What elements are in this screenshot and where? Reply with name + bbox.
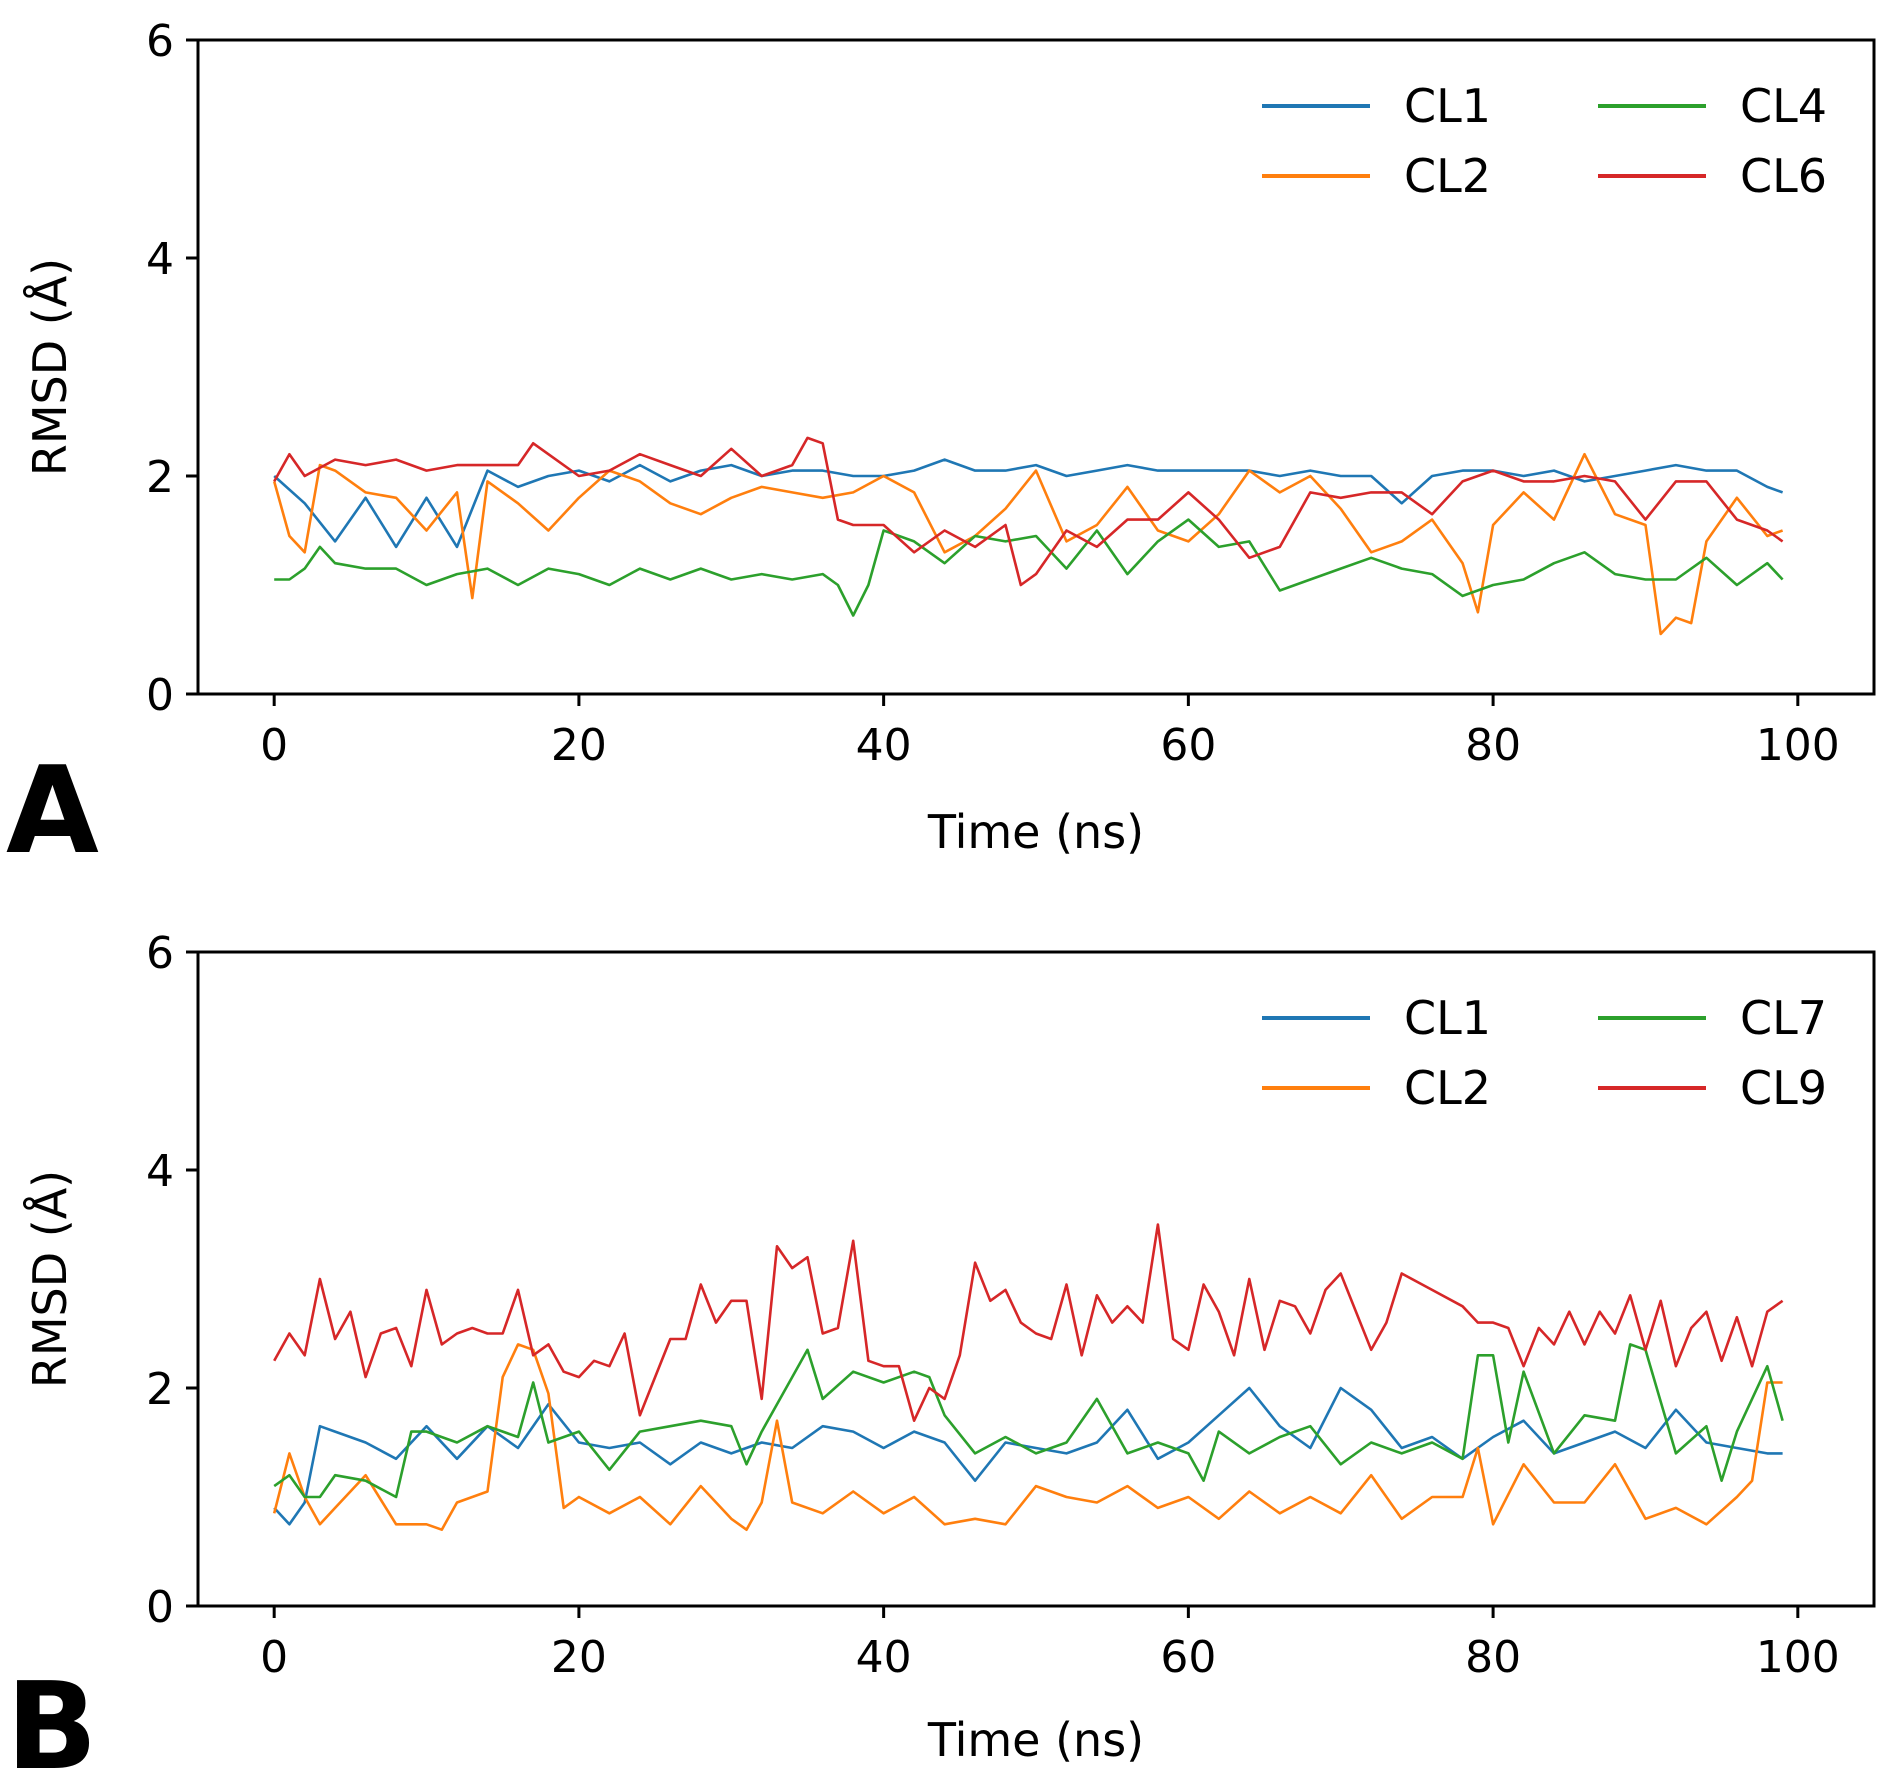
x-tick-label: 100 [1756, 1632, 1840, 1683]
x-axis-ticks: 0 20 40 60 80 100 [260, 1606, 1840, 1683]
legend-label-cl1: CL1 [1404, 991, 1491, 1045]
series-layer [272, 1223, 1784, 1531]
y-tick-label: 0 [146, 1582, 174, 1633]
x-tick-label: 100 [1756, 720, 1840, 771]
series-line-cl6 [273, 436, 1784, 587]
legend-label-cl1: CL1 [1404, 79, 1491, 133]
y-tick-label: 6 [146, 928, 174, 979]
y-tick-label: 4 [146, 234, 174, 285]
legend-label-cl6: CL6 [1740, 149, 1827, 203]
x-tick-label: 40 [856, 1632, 912, 1683]
series-line-cl7 [273, 1343, 1784, 1499]
x-tick-label: 0 [260, 720, 288, 771]
y-axis-ticks: 0 2 4 6 [146, 16, 198, 721]
x-tick-label: 40 [856, 720, 912, 771]
series-line-cl4 [274, 518, 1784, 617]
x-tick-label: 80 [1465, 720, 1521, 771]
legend-label-cl4: CL4 [1740, 79, 1827, 133]
y-axis-label: RMSD (Å) [23, 258, 77, 476]
x-tick-label: 80 [1465, 1632, 1521, 1683]
y-tick-label: 2 [146, 1364, 174, 1415]
x-tick-label: 0 [260, 1632, 288, 1683]
panel-label: A [6, 742, 99, 881]
series-layer [272, 436, 1784, 636]
y-tick-label: 4 [146, 1146, 174, 1197]
legend-label-cl2: CL2 [1404, 149, 1491, 203]
x-axis-ticks: 0 20 40 60 80 100 [260, 694, 1840, 771]
x-tick-label: 60 [1160, 1632, 1216, 1683]
series-line-cl9 [273, 1223, 1784, 1422]
series-line-cl1 [273, 458, 1784, 549]
x-tick-label: 60 [1160, 720, 1216, 771]
x-axis-label: Time (ns) [927, 1713, 1144, 1767]
series-line-cl2 [272, 1343, 1783, 1531]
legend-label-cl2: CL2 [1404, 1061, 1491, 1115]
x-tick-label: 20 [551, 1632, 607, 1683]
x-tick-label: 20 [551, 720, 607, 771]
panel-a-chart: 0 20 40 60 80 100 0 2 4 6 Time (ns) RMSD (Å) A C… [6, 16, 1876, 881]
legend-label-cl7: CL7 [1740, 991, 1827, 1045]
series-line-cl2 [272, 452, 1784, 636]
y-axis-label: RMSD (Å) [23, 1170, 77, 1388]
panel-label: B [6, 1658, 97, 1790]
panel-b-chart: 0 20 40 60 80 100 0 2 4 6 Time (ns) RMSD (Å) B C… [6, 928, 1876, 1790]
y-tick-label: 0 [146, 670, 174, 721]
series-line-cl1 [273, 1386, 1783, 1526]
legend: CL1 CL2 CL7 CL9 [1262, 991, 1827, 1115]
y-tick-label: 2 [146, 452, 174, 503]
plot-frame [196, 38, 1876, 696]
legend: CL1 CL2 CL4 CL6 [1262, 79, 1827, 203]
legend-label-cl9: CL9 [1740, 1061, 1827, 1115]
y-axis-ticks: 0 2 4 6 [146, 928, 198, 1633]
plot-frame [196, 950, 1876, 1608]
y-tick-label: 6 [146, 16, 174, 67]
x-axis-label: Time (ns) [927, 805, 1144, 859]
